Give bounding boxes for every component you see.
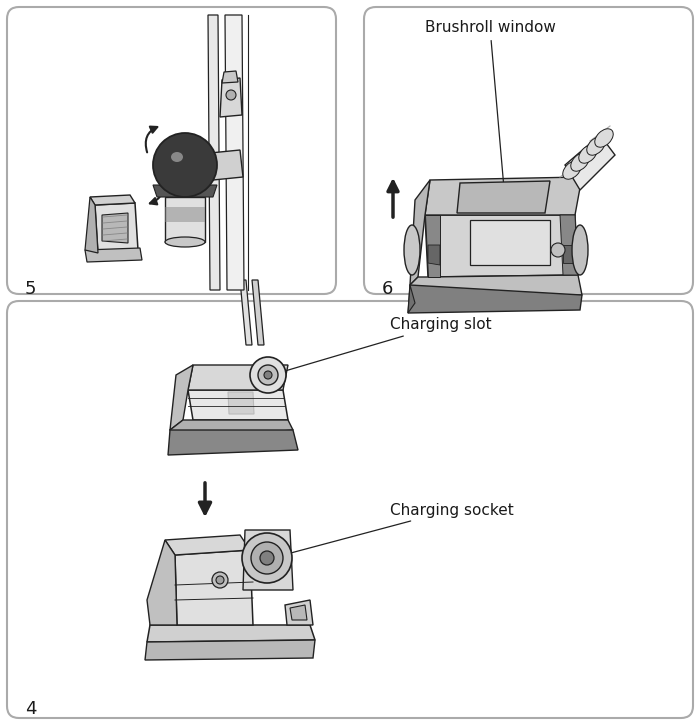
Polygon shape (228, 392, 254, 414)
Circle shape (264, 371, 272, 379)
Polygon shape (102, 213, 128, 243)
Polygon shape (240, 280, 252, 345)
Polygon shape (425, 215, 578, 277)
Polygon shape (470, 220, 550, 265)
Text: 4: 4 (25, 700, 36, 718)
Circle shape (551, 243, 565, 257)
Polygon shape (170, 420, 293, 440)
Polygon shape (210, 150, 243, 180)
Circle shape (242, 533, 292, 583)
Polygon shape (153, 185, 217, 197)
Ellipse shape (579, 144, 597, 163)
Circle shape (216, 576, 224, 584)
Polygon shape (560, 215, 578, 275)
Polygon shape (408, 285, 415, 313)
Ellipse shape (563, 160, 581, 179)
Text: Charging socket: Charging socket (274, 502, 514, 558)
Text: Brushroll window: Brushroll window (425, 20, 555, 197)
Polygon shape (220, 78, 242, 117)
Polygon shape (145, 640, 315, 660)
Ellipse shape (595, 129, 613, 147)
Polygon shape (425, 215, 440, 277)
Polygon shape (457, 181, 550, 213)
Text: 5: 5 (25, 280, 36, 298)
Polygon shape (208, 15, 220, 290)
Circle shape (260, 551, 274, 565)
Polygon shape (147, 540, 177, 625)
Polygon shape (165, 535, 250, 555)
Polygon shape (165, 207, 205, 222)
Polygon shape (222, 71, 238, 83)
Polygon shape (428, 245, 440, 265)
Text: 6: 6 (382, 280, 393, 298)
Polygon shape (410, 180, 430, 285)
Ellipse shape (587, 136, 606, 155)
Polygon shape (85, 248, 142, 262)
Polygon shape (85, 197, 98, 253)
Text: Charging slot: Charging slot (271, 317, 491, 375)
Ellipse shape (165, 237, 205, 247)
Ellipse shape (404, 225, 420, 275)
Polygon shape (425, 177, 582, 215)
Polygon shape (565, 135, 615, 190)
Ellipse shape (572, 225, 588, 275)
Polygon shape (188, 365, 288, 390)
Circle shape (251, 542, 283, 574)
Polygon shape (290, 605, 307, 620)
Polygon shape (225, 15, 244, 290)
Circle shape (258, 365, 278, 385)
Polygon shape (168, 430, 298, 455)
Polygon shape (243, 530, 293, 590)
Circle shape (226, 90, 236, 100)
Ellipse shape (171, 152, 183, 162)
Polygon shape (165, 197, 205, 242)
Ellipse shape (570, 152, 589, 171)
Polygon shape (285, 600, 313, 625)
Polygon shape (147, 625, 315, 642)
Circle shape (153, 133, 217, 197)
Polygon shape (90, 195, 135, 205)
Polygon shape (563, 245, 575, 263)
Circle shape (250, 357, 286, 393)
Circle shape (212, 572, 228, 588)
Polygon shape (252, 280, 264, 345)
Polygon shape (95, 203, 138, 253)
Polygon shape (410, 275, 582, 303)
Polygon shape (188, 390, 288, 420)
Polygon shape (175, 550, 253, 625)
Polygon shape (170, 365, 193, 430)
Polygon shape (408, 285, 582, 313)
